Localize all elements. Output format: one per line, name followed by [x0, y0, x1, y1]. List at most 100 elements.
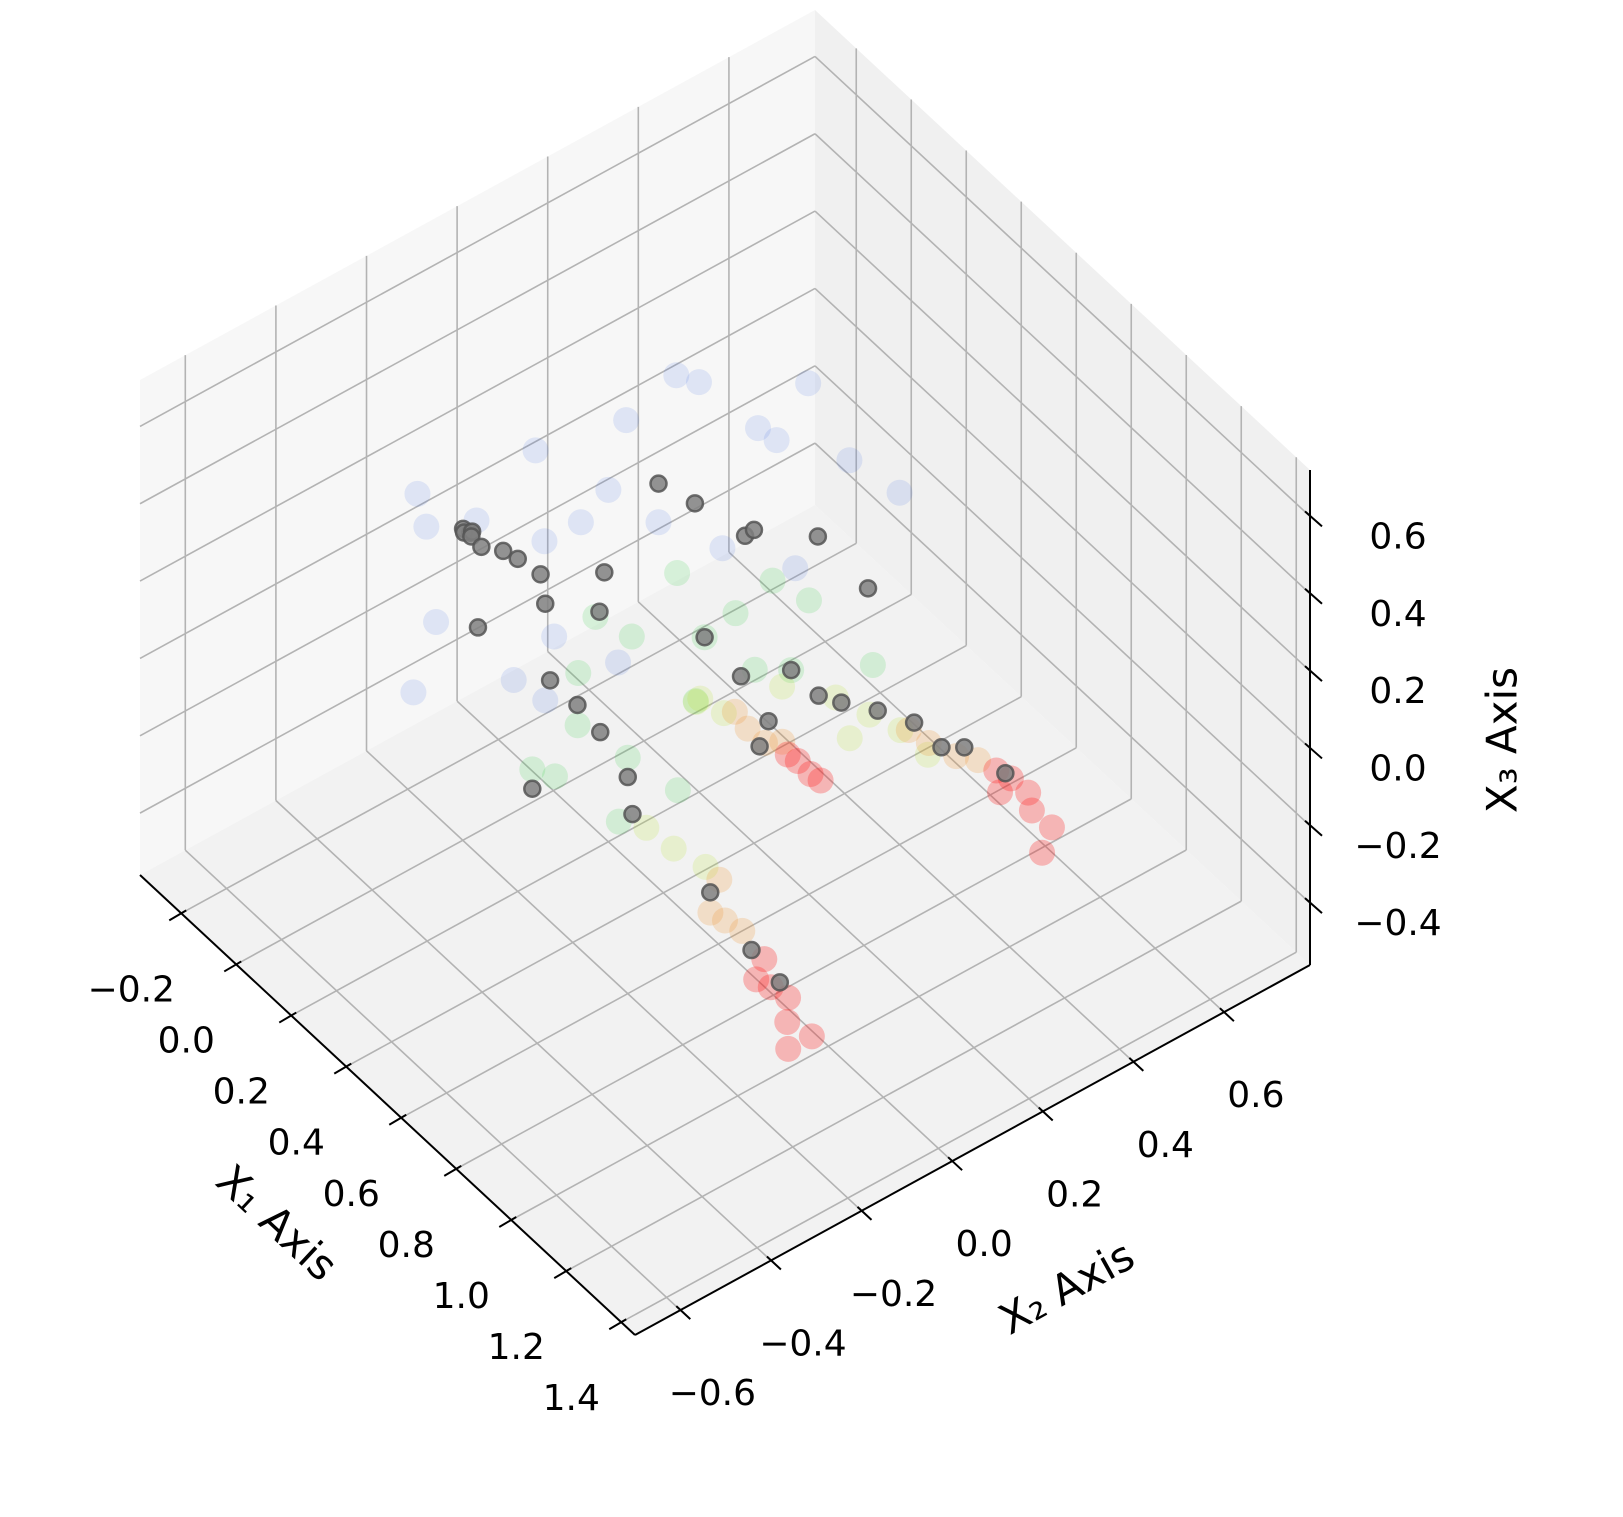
cloud-point [404, 480, 431, 507]
cloud-point [522, 437, 549, 464]
point [591, 722, 610, 742]
cloud-point [759, 567, 786, 594]
x-tick-label: 1.4 [543, 1378, 600, 1419]
grid-line [814, 287, 1311, 750]
grid-line [455, 798, 1132, 1170]
cloud-point [795, 370, 822, 397]
z-tick [1304, 820, 1323, 837]
point [904, 713, 924, 732]
point [731, 667, 751, 686]
cloud-point [660, 835, 687, 862]
point [932, 738, 951, 757]
z-tick [1304, 742, 1323, 760]
point [493, 541, 513, 561]
cloud-point [685, 369, 712, 396]
x-axis-line [139, 874, 636, 1336]
y-axis-line [634, 964, 1311, 1336]
cloud-point [782, 555, 809, 582]
cloud-point [500, 666, 527, 693]
grid-line [620, 951, 1297, 1323]
cloud-point [711, 907, 738, 934]
y-tick [856, 1206, 873, 1221]
cloud-point [729, 917, 756, 944]
z-tick-label: 0.0 [1369, 748, 1426, 789]
cloud-point [807, 767, 834, 794]
cloud-point [965, 747, 992, 774]
point [472, 537, 491, 557]
cloud-point [709, 535, 736, 562]
y-tick-label: −0.4 [759, 1324, 846, 1365]
grid-line [139, 55, 816, 428]
cloud-point [775, 1035, 802, 1062]
cloud-point [734, 715, 761, 742]
y-axis-label: X₂ Axis [991, 1231, 1143, 1345]
grid-line [547, 650, 1044, 1113]
cloud-point [692, 853, 719, 880]
cloud-point [682, 689, 709, 716]
x-tick [498, 1216, 517, 1228]
z-tick-label: 0.4 [1369, 594, 1426, 635]
y-tick [947, 1156, 963, 1171]
x-tick [278, 1011, 297, 1024]
cloud-point [721, 698, 748, 725]
cloud-point [743, 966, 770, 993]
cloud-point [633, 814, 660, 841]
grid-line [139, 210, 816, 582]
cloud-point [400, 679, 427, 706]
grid-line [290, 644, 967, 1017]
point [536, 594, 555, 613]
z-tick-label: −0.2 [1354, 826, 1441, 867]
cloud-point [836, 725, 863, 752]
grid-line [275, 799, 772, 1262]
x-tick [553, 1267, 572, 1279]
point [955, 738, 974, 757]
grid-line [345, 695, 1022, 1068]
point [742, 940, 761, 960]
point [540, 671, 560, 690]
grid-line [814, 210, 1311, 672]
y-tick [675, 1305, 691, 1320]
cloud-point [519, 756, 546, 783]
x-tick [168, 909, 187, 922]
cloud-point [745, 415, 772, 442]
cloud-point [664, 560, 691, 587]
point [744, 520, 764, 540]
y-tick-label: 0.2 [1046, 1175, 1103, 1216]
cloud-point [1018, 797, 1045, 824]
cloud-point [1038, 814, 1065, 841]
point [832, 693, 851, 712]
cloud-point [769, 728, 796, 755]
z-tick [1304, 588, 1323, 605]
grid-line [139, 133, 816, 505]
grid-line [184, 849, 681, 1311]
point [531, 565, 550, 584]
cloud-point [413, 513, 440, 540]
point [858, 579, 878, 598]
point [623, 804, 642, 824]
point [595, 563, 614, 582]
y-tick-label: −0.6 [669, 1373, 756, 1414]
point [685, 494, 705, 513]
z-tick-label: 0.6 [1369, 516, 1426, 557]
grid-line [814, 365, 1311, 827]
cloud-point [541, 763, 568, 790]
x-tick [608, 1318, 627, 1331]
point [649, 474, 668, 493]
grid-line [365, 750, 863, 1212]
grid-line [400, 747, 1077, 1119]
cloud-point [531, 528, 558, 555]
cloud-point [565, 660, 592, 687]
x-tick [333, 1062, 352, 1075]
x-tick-label: 0.4 [268, 1123, 325, 1164]
grid-line [510, 849, 1187, 1221]
grid-line [728, 551, 1225, 1013]
grid-line [814, 442, 1311, 904]
point [750, 737, 769, 756]
x-tick [223, 960, 242, 973]
cloud-point [645, 509, 672, 536]
y-tick [766, 1255, 782, 1271]
grid-line [637, 601, 1134, 1063]
cloud-point [722, 600, 749, 627]
